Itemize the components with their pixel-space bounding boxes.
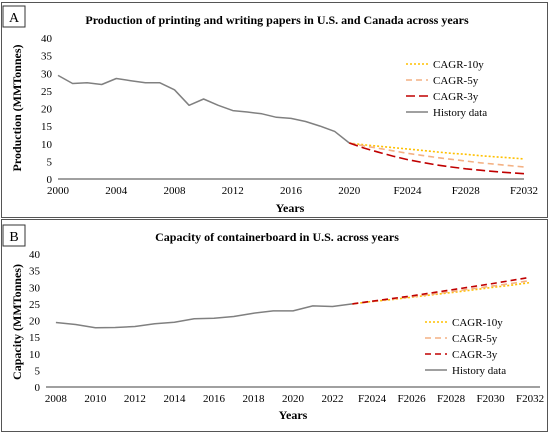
chart-b-legend-label: CAGR-10y: [452, 317, 503, 329]
chart-a-ytick-label: 5: [47, 156, 53, 168]
chart-b-xtick-label: 2016: [203, 393, 226, 405]
chart-a-ytick-label: 10: [41, 139, 53, 151]
chart-b-series-line-cagr-10y: [352, 281, 531, 305]
chart-a-series-line-cagr-3y: [349, 142, 525, 175]
chart-a-series-line-cagr-5y: [349, 142, 525, 168]
chart-b-xlabel: Years: [279, 408, 308, 422]
chart-b-xtick-label: F2024: [358, 393, 387, 405]
chart-a-xtick-label: 2008: [164, 185, 187, 197]
panel-b-border: [1, 219, 548, 432]
chart-a-ytick-label: 0: [47, 174, 53, 186]
chart-b-legend-label: CAGR-5y: [452, 333, 498, 345]
chart-b-ytick-label: 30: [29, 282, 41, 294]
chart-b-series-line-history-data: [55, 303, 353, 329]
chart-b-xtick-label: F2032: [516, 393, 544, 405]
chart-a-ytick-label: 30: [41, 68, 53, 80]
chart-b-ylabel: Capacity (MMTonnes): [10, 264, 24, 380]
chart-a-ytick-label: 25: [41, 86, 53, 98]
chart-a-ylabel: Production (MMTonnes): [10, 44, 24, 171]
chart-b-ytick-label: 10: [29, 349, 41, 361]
chart-b-xtick-label: 2020: [282, 393, 305, 405]
chart-b-xtick-label: F2030: [477, 393, 506, 405]
chart-b-ytick-label: 40: [29, 249, 41, 261]
chart-a-ytick-label: 20: [41, 104, 53, 116]
chart-a-xtick-label: F2032: [510, 185, 538, 197]
chart-a-series-line-history-data: [57, 74, 350, 144]
chart-b-ytick-label: 25: [29, 299, 41, 311]
chart-a-xtick-label: F2028: [452, 185, 481, 197]
chart-a-ytick-label: 15: [41, 121, 53, 133]
chart-a-legend-label: History data: [433, 107, 487, 119]
chart-a-xtick-label: 2020: [338, 185, 361, 197]
panel-a-letter-box: [2, 5, 26, 28]
chart-b-xtick-label: F2026: [397, 393, 426, 405]
chart-a-legend-label: CAGR-5y: [433, 75, 479, 87]
panel-b: B Capacity of containerboard in U.S. acr…: [1, 219, 548, 432]
chart-b-legend-label: CAGR-3y: [452, 349, 498, 361]
chart-b-ytick-label: 0: [35, 382, 41, 394]
chart-a-xtick-label: 2004: [105, 185, 128, 197]
chart-b-plot: 0 5 10 15 20 25 30 35 40 2008 2010 2012 2014 2016 2018…: [29, 249, 544, 405]
chart-b-series-line-cagr-3y: [352, 276, 531, 305]
chart-b-xtick-label: 2008: [45, 393, 68, 405]
chart-b-xtick-label: 2012: [124, 393, 146, 405]
chart-b-series-line-cagr-5y: [352, 279, 531, 305]
chart-a-legend-label: CAGR-10y: [433, 59, 484, 71]
chart-a-plot: 0 5 10 15 20 25 30 35 40 2000 2004 2008 2012 2016 2020…: [41, 33, 538, 197]
chart-b-legend-label: History data: [452, 365, 506, 377]
chart-a-title: Production of printing and writing paper…: [85, 13, 469, 27]
chart-a-xtick-label: F2024: [393, 185, 422, 197]
chart-a-ytick-label: 35: [41, 51, 53, 63]
chart-a-xtick-label: 2012: [222, 185, 244, 197]
chart-a-legend-label: CAGR-3y: [433, 91, 479, 103]
chart-a-xtick-label: 2016: [280, 185, 303, 197]
chart-b-xtick-label: 2022: [322, 393, 344, 405]
chart-b-xtick-label: F2028: [437, 393, 466, 405]
panel-a-letter: A: [9, 11, 20, 26]
panel-a: A Production of printing and writing pap…: [1, 2, 548, 218]
chart-a-xlabel: Years: [276, 201, 305, 215]
panel-b-letter: B: [9, 230, 18, 245]
chart-b-xtick-label: 2014: [163, 393, 186, 405]
chart-b-ytick-label: 5: [35, 365, 41, 377]
chart-b-title: Capacity of containerboard in U.S. acros…: [155, 230, 399, 244]
chart-b-ytick-label: 20: [29, 316, 41, 328]
chart-b-ytick-label: 15: [29, 332, 41, 344]
chart-b-xtick-label: 2010: [84, 393, 107, 405]
panel-b-letter-box: [2, 224, 26, 247]
chart-b-ytick-label: 35: [29, 266, 41, 278]
chart-a-series-line-cagr-10y: [349, 142, 525, 160]
chart-a-ytick-label: 40: [41, 33, 53, 45]
panel-a-border: [1, 2, 548, 218]
chart-a-xtick-label: 2000: [47, 185, 70, 197]
chart-b-xtick-label: 2018: [242, 393, 265, 405]
